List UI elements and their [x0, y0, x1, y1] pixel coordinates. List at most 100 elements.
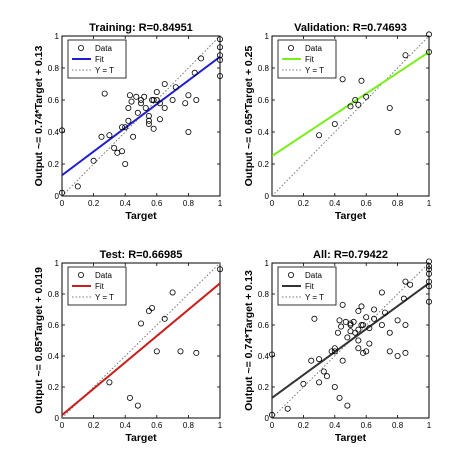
data-point: [153, 89, 160, 96]
y-tick-label: 0: [265, 192, 270, 201]
x-tick-label: 0.2: [88, 421, 100, 430]
panel-2: 0 0.2 0.4 0.6 0.8 1 0 0.2 0.4 0.6 0.8 1 Data Fit Y = T…: [33, 249, 223, 444]
data-point: [59, 127, 66, 134]
data-point: [191, 69, 198, 76]
data-point: [425, 263, 432, 270]
data-point: [153, 97, 160, 104]
legend-label: Y = T: [95, 293, 114, 302]
data-point: [119, 124, 126, 131]
legend-label: Fit: [95, 55, 105, 64]
data-point: [172, 84, 179, 91]
panel-title: All: R=0.79422: [313, 249, 388, 261]
data-point: [347, 320, 354, 327]
data-point: [268, 351, 275, 358]
data-point: [128, 98, 135, 105]
y-tick-label: 0.8: [48, 290, 60, 299]
legend-label: Y = T: [95, 66, 114, 75]
data-point: [371, 306, 378, 313]
panel-title: Validation: R=0.74693: [294, 22, 407, 34]
data-point: [344, 334, 351, 341]
data-point: [338, 323, 345, 330]
data-point: [316, 132, 323, 139]
data-point: [74, 183, 81, 190]
data-point: [350, 318, 357, 325]
y-tick-label: 0.8: [258, 64, 270, 73]
data-point: [145, 308, 152, 315]
y-tick-label: 0.6: [48, 96, 60, 105]
data-point: [320, 368, 327, 375]
data-point: [169, 97, 176, 104]
y-axis-label: Output ~= 0.85*Target + 0.019: [33, 267, 45, 414]
data-point: [402, 321, 409, 328]
y-tick-label: 0: [55, 192, 60, 201]
data-point: [378, 289, 385, 296]
y-tick-label: 0.2: [48, 383, 60, 392]
y-tick-label: 0: [55, 414, 60, 423]
data-point: [394, 317, 401, 324]
data-point: [145, 121, 152, 128]
data-point: [216, 73, 223, 80]
data-point: [133, 93, 140, 100]
x-axis-label: Target: [335, 210, 367, 222]
y-axis-label: Output ~= 0.74*Target + 0.13: [33, 45, 45, 186]
data-point: [150, 125, 157, 132]
data-point: [425, 283, 432, 290]
identity-line: [272, 36, 429, 196]
data-point: [336, 394, 343, 401]
data-point: [216, 52, 223, 59]
data-point: [366, 340, 373, 347]
data-point: [216, 44, 223, 51]
data-point: [347, 321, 354, 328]
y-tick-label: 0.4: [258, 128, 270, 137]
data-point: [216, 266, 223, 273]
data-point: [134, 109, 141, 116]
data-point: [371, 315, 378, 322]
data-point: [268, 411, 275, 418]
fit-line: [62, 55, 220, 177]
data-point: [394, 128, 401, 135]
data-point: [185, 92, 192, 99]
legend-marker: [287, 271, 294, 278]
x-tick-label: 0.6: [361, 421, 373, 430]
x-tick-label: 0.2: [298, 199, 310, 208]
data-point: [193, 349, 200, 356]
data-point: [193, 97, 200, 104]
data-point: [360, 321, 367, 328]
data-point: [382, 309, 389, 316]
data-point: [355, 308, 362, 315]
data-point: [339, 301, 346, 308]
data-point: [149, 304, 156, 311]
data-point: [363, 348, 370, 355]
legend-label: Data: [95, 271, 112, 280]
data-point: [156, 116, 163, 123]
data-point: [284, 405, 291, 412]
panel-3: 0 0.2 0.4 0.6 0.8 1 0 0.2 0.4 0.6 0.8 1 Data Fit Y = T…: [243, 249, 432, 444]
data-point: [355, 337, 362, 344]
data-point: [425, 258, 432, 265]
data-point: [111, 144, 118, 151]
data-point: [101, 90, 108, 97]
data-point: [331, 383, 338, 390]
data-point: [161, 105, 168, 112]
y-tick-label: 0.8: [258, 290, 270, 299]
data-point: [328, 348, 335, 355]
data-point: [344, 402, 351, 409]
data-point: [425, 298, 432, 305]
x-tick-label: 0.8: [183, 199, 195, 208]
legend-label: Y = T: [305, 293, 324, 302]
data-point: [125, 105, 132, 112]
data-point: [394, 352, 401, 359]
data-point: [425, 278, 432, 285]
x-tick-label: 0.8: [392, 421, 404, 430]
data-point: [363, 93, 370, 100]
data-point: [402, 52, 409, 59]
data-point: [355, 345, 362, 352]
data-point: [150, 97, 157, 104]
data-point: [352, 97, 359, 104]
y-axis-label: Output ~= 0.65*Target + 0.25: [243, 45, 255, 186]
data-point: [185, 128, 192, 135]
x-tick-label: 0.6: [361, 199, 373, 208]
data-point: [363, 314, 370, 321]
data-point: [169, 289, 176, 296]
